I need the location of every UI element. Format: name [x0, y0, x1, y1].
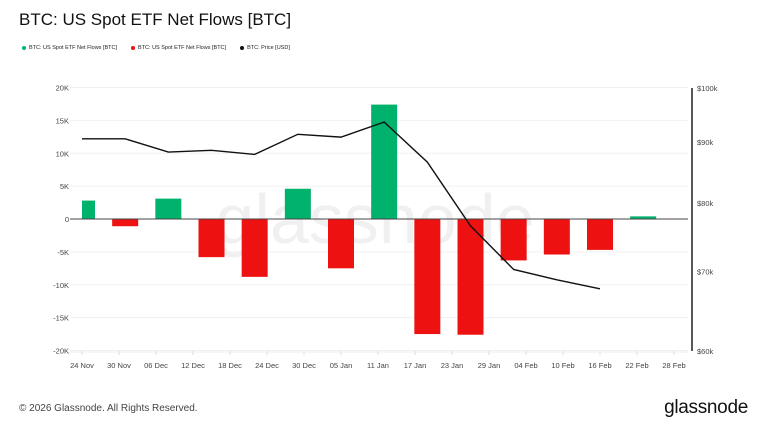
y-right-tick-label: $100k [697, 84, 718, 93]
bar [414, 219, 441, 335]
x-tick-label: 05 Jan [330, 361, 353, 370]
bar [112, 219, 139, 227]
bar [543, 219, 570, 255]
legend-item-inflows[interactable]: BTC: US Spot ETF Net Flows [BTC] [22, 45, 117, 51]
y-left-tick-label: -10K [53, 281, 69, 290]
legend-dot-icon [22, 46, 26, 50]
x-tick-label: 04 Feb [514, 361, 537, 370]
bar [155, 198, 182, 219]
chart-title: BTC: US Spot ETF Net Flows [BTC] [19, 10, 292, 29]
y-right-tick-label: $60k [697, 347, 714, 356]
legend-label: BTC: US Spot ETF Net Flows [BTC] [29, 45, 118, 51]
y-left-tick-label: -5K [57, 248, 69, 257]
x-tick-label: 30 Dec [292, 361, 316, 370]
bar [198, 219, 225, 258]
bar [457, 219, 484, 335]
x-tick-label: 12 Dec [181, 361, 205, 370]
y-right-tick-label: $70k [697, 268, 714, 277]
y-right-tick-label: $80k [697, 199, 714, 208]
bar [500, 219, 527, 261]
bar [587, 219, 613, 250]
bar [284, 188, 311, 219]
x-tick-label: 22 Feb [625, 361, 648, 370]
x-tick-label: 29 Jan [478, 361, 501, 370]
x-tick-label: 24 Dec [255, 361, 279, 370]
legend-item-price[interactable]: BTC: Price [USD] [240, 45, 290, 51]
legend-dot-icon [240, 46, 245, 50]
bar [328, 219, 354, 269]
x-tick-label: 16 Feb [588, 361, 611, 370]
copyright: © 2026 Glassnode. All Rights Reserved. [19, 403, 198, 414]
price-line [82, 121, 601, 290]
x-tick-label: 23 Jan [441, 361, 464, 370]
legend-label: BTC: US Spot ETF Net Flows [BTC] [138, 45, 227, 51]
y-left-tick-label: 15K [56, 116, 69, 125]
x-tick-label: 10 Feb [551, 361, 574, 370]
bar [371, 104, 398, 219]
legend-label: BTC: Price [USD] [247, 45, 290, 51]
bar [82, 200, 95, 219]
legend-dot-icon [131, 46, 136, 50]
x-tick-label: 28 Feb [662, 361, 685, 370]
glassnode-logo: glassnode [664, 397, 748, 418]
x-tick-label: 17 Jan [404, 361, 427, 370]
x-tick-label: 11 Jan [367, 361, 389, 370]
y-left-tick-label: 20K [56, 84, 69, 93]
y-left-tick-label: 10K [56, 149, 69, 158]
y-right-tick-label: $90k [697, 138, 714, 147]
x-tick-label: 18 Dec [218, 361, 242, 370]
y-left-tick-label: -15K [53, 314, 69, 323]
y-left-tick-label: -20K [53, 347, 69, 356]
y-left-tick-label: 0 [65, 215, 69, 224]
bar [241, 219, 268, 277]
x-tick-label: 24 Nov [70, 361, 94, 370]
legend-item-outflows[interactable]: BTC: US Spot ETF Net Flows [BTC] [131, 45, 226, 51]
x-tick-label: 06 Dec [144, 361, 168, 370]
bar [630, 216, 657, 219]
legend: BTC: US Spot ETF Net Flows [BTC] BTC: US… [22, 45, 290, 51]
y-left-tick-label: 5K [60, 182, 69, 191]
x-tick-label: 30 Nov [107, 361, 131, 370]
